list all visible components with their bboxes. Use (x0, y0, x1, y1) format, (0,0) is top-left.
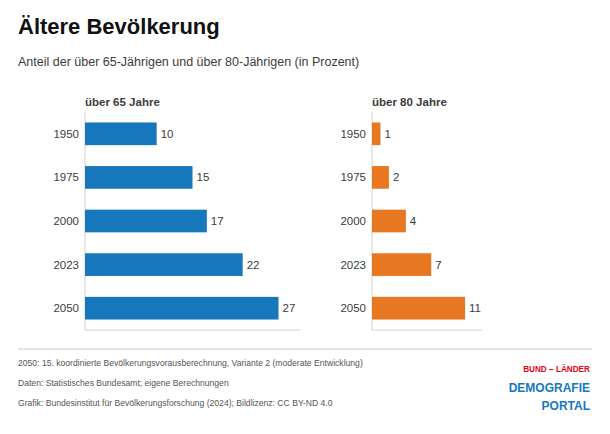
data-label: 10 (161, 128, 174, 140)
panel-header: über 80 Jahre (372, 96, 447, 108)
data-label: 11 (469, 302, 481, 314)
data-label: 22 (247, 259, 260, 271)
bars (85, 122, 279, 319)
data-label: 17 (211, 215, 224, 227)
panel: über 65 Jahre 10 15 17 22 27 1950 1975 2000 2023 2… (53, 96, 300, 330)
data-label: 2 (393, 171, 399, 183)
bar (372, 210, 406, 233)
footnote: Grafik: Bundesinstitut für Bevölkerungsf… (18, 398, 333, 408)
bar (372, 166, 389, 189)
data-label: 1 (384, 128, 390, 140)
bar (85, 166, 193, 189)
category-label: 2023 (53, 259, 79, 271)
logo-text: DEMOGRAFIE (509, 381, 590, 395)
data-label: 4 (410, 215, 417, 227)
logo-text: PORTAL (542, 399, 590, 413)
bar (85, 297, 279, 320)
category-label: 1950 (53, 128, 79, 140)
data-label: 15 (197, 171, 210, 183)
bar (372, 122, 380, 145)
footnote: 2050: 15. koordinierte Bevölkerungsvorau… (18, 358, 363, 368)
chart: Ältere Bevölkerung Anteil der über 65-Jäh… (0, 0, 610, 434)
category-label: 1975 (340, 171, 366, 183)
bar (372, 253, 431, 276)
x-axis-line (372, 330, 482, 331)
subtitle: Anteil der über 65-Jährigen und über 80-… (18, 55, 359, 69)
x-axis-line (85, 330, 300, 331)
category-label: 1975 (53, 171, 79, 183)
data-label: 7 (435, 259, 441, 271)
bar (85, 122, 157, 145)
title: Ältere Bevölkerung (18, 14, 220, 39)
category-label: 2023 (340, 259, 366, 271)
data-label: 27 (283, 302, 296, 314)
panel: über 80 Jahre 1 2 4 7 11 1950 1975 2000 2023 2050 (340, 96, 482, 330)
bar (372, 297, 465, 320)
category-label: 2000 (340, 215, 366, 227)
category-label: 2050 (340, 302, 366, 314)
category-label: 1950 (340, 128, 366, 140)
footnote: Daten: Statistisches Bundesamt; eigene B… (18, 378, 229, 388)
category-label: 2050 (53, 302, 79, 314)
category-label: 2000 (53, 215, 79, 227)
bar (85, 210, 207, 233)
logo-text: BUND – LÄNDER (523, 364, 590, 374)
bars (372, 122, 465, 319)
separator (18, 349, 592, 350)
panel-header: über 65 Jahre (85, 96, 160, 108)
bar (85, 253, 243, 276)
